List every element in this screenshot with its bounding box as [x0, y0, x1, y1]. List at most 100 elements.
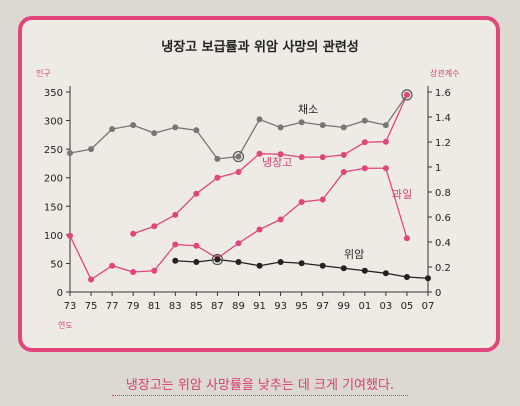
right-tick-label: 0.4	[435, 238, 451, 249]
series-label: 위암	[344, 248, 364, 261]
left-tick-label: 250	[44, 145, 63, 156]
chart-caption: 냉장고는 위암 사망률을 낮추는 데 크게 기여했다.	[125, 378, 395, 393]
data-point	[67, 232, 73, 239]
right-tick-label: 0.6	[435, 213, 451, 224]
data-point	[403, 91, 410, 98]
x-tick-label: 97	[316, 301, 329, 312]
data-point	[172, 211, 179, 218]
right-tick-label: 1.6	[435, 88, 451, 99]
data-point	[361, 267, 368, 274]
right-tick-label: 0	[435, 288, 441, 299]
x-tick-label: 77	[106, 301, 119, 312]
left-tick-label: 350	[44, 88, 63, 99]
data-point	[256, 150, 263, 157]
data-point	[361, 117, 368, 124]
data-point	[277, 151, 284, 158]
x-tick-label: 01	[358, 301, 371, 312]
left-tick-label: 50	[50, 259, 63, 270]
data-point	[235, 169, 242, 175]
data-point	[340, 169, 347, 175]
right-tick-label: 0.2	[435, 263, 451, 274]
x-tick-label: 79	[127, 301, 140, 312]
x-tick-label: 03	[380, 301, 393, 312]
data-point	[214, 174, 221, 181]
data-point	[88, 276, 95, 283]
data-point	[298, 199, 305, 205]
data-point	[130, 230, 137, 237]
left-axis-label: 인구	[36, 68, 51, 78]
x-tick-label: 91	[253, 301, 266, 312]
series-label: 채소	[298, 103, 318, 116]
data-point	[235, 240, 242, 247]
data-point	[151, 130, 158, 137]
data-point	[193, 127, 200, 134]
data-point	[67, 150, 73, 157]
data-point	[151, 267, 158, 274]
right-tick-label: 1.4	[435, 113, 451, 124]
right-tick-label: 0.8	[435, 188, 451, 199]
data-point	[425, 275, 431, 282]
data-point	[88, 146, 95, 153]
x-tick-label: 99	[337, 301, 350, 312]
x-tick-label: 95	[295, 301, 308, 312]
x-tick-label: 05	[401, 301, 414, 312]
data-point	[298, 154, 305, 161]
x-tick-label: 87	[211, 301, 224, 312]
data-point	[235, 153, 242, 160]
data-point	[256, 262, 263, 269]
data-point	[319, 196, 326, 203]
data-point	[319, 262, 326, 269]
data-point	[298, 119, 305, 126]
data-point	[382, 138, 389, 145]
data-point	[319, 122, 326, 129]
right-tick-label: 1	[435, 163, 441, 174]
data-point	[382, 165, 389, 172]
x-tick-label: 73	[64, 301, 77, 312]
data-point	[340, 124, 347, 131]
highlight-marker	[401, 89, 413, 101]
data-point	[214, 155, 221, 162]
x-tick-label: 93	[274, 301, 287, 312]
x-tick-label: 07	[422, 301, 435, 312]
x-axis-label: 연도	[58, 321, 73, 330]
data-point	[319, 154, 326, 161]
highlight-marker	[232, 150, 245, 163]
data-point	[361, 139, 368, 146]
data-point	[382, 270, 389, 277]
data-point	[109, 262, 116, 269]
data-point	[151, 223, 158, 230]
left-tick-label: 150	[44, 202, 63, 213]
data-point	[361, 165, 368, 172]
x-tick-label: 89	[232, 301, 245, 312]
data-point	[298, 260, 305, 267]
right-axis-label: 상관계수	[430, 68, 459, 78]
data-point	[130, 269, 137, 275]
data-point	[214, 256, 221, 263]
highlight-marker	[211, 253, 224, 266]
data-point	[403, 235, 410, 242]
chart-title: 냉장고 보급률과 위암 사망의 관련성	[161, 40, 359, 55]
data-point	[256, 226, 263, 233]
data-point	[277, 216, 284, 223]
series-label: 과일	[392, 187, 412, 201]
data-point	[109, 126, 116, 133]
data-point	[193, 190, 200, 197]
data-point	[340, 151, 347, 158]
data-point	[172, 241, 179, 248]
data-point	[172, 257, 179, 264]
series-label: 냉장고	[262, 156, 292, 169]
left-tick-label: 100	[44, 231, 63, 242]
caption-underline	[112, 395, 408, 396]
data-point	[193, 259, 200, 265]
data-point	[277, 124, 284, 131]
x-tick-label: 75	[85, 301, 98, 312]
data-point	[256, 116, 263, 123]
left-tick-label: 0	[57, 288, 63, 299]
data-point	[235, 259, 242, 265]
series-line	[69, 94, 408, 160]
x-tick-label: 83	[169, 301, 182, 312]
data-point	[193, 242, 200, 249]
data-point	[382, 122, 389, 129]
left-tick-label: 300	[44, 117, 63, 128]
